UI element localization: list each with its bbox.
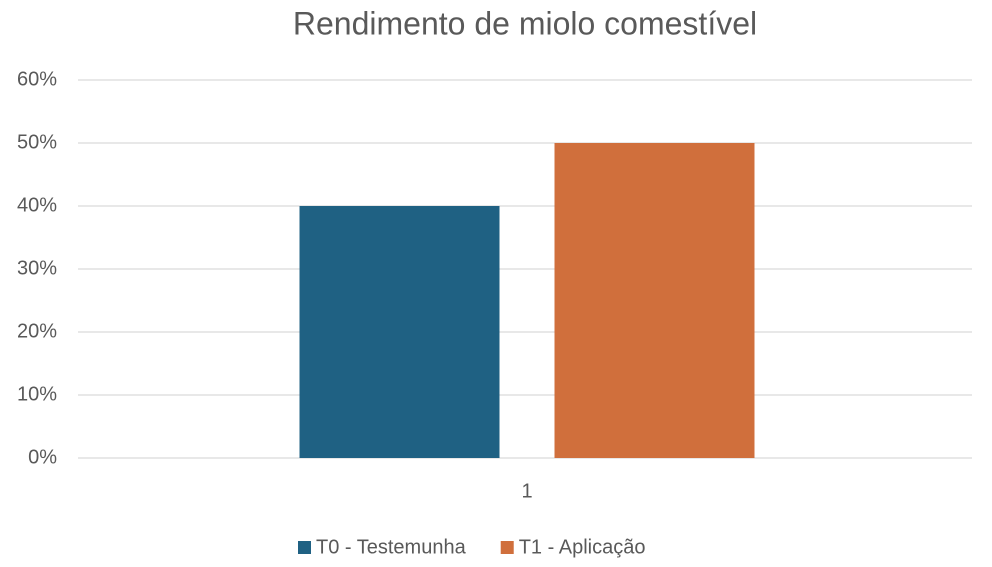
legend-label: T0 - Testemunha (316, 536, 467, 558)
x-tick-label: 1 (521, 480, 532, 502)
legend-label: T1 - Aplicação (519, 536, 646, 558)
legend-swatch (298, 541, 311, 554)
y-tick-label: 50% (17, 131, 57, 153)
y-tick-label: 30% (17, 257, 57, 279)
bar (554, 143, 755, 458)
y-tick-label: 0% (28, 446, 57, 468)
y-tick-label: 10% (17, 383, 57, 405)
y-tick-label: 40% (17, 194, 57, 216)
legend-swatch (500, 541, 514, 554)
bar (299, 206, 500, 458)
y-tick-label: 20% (17, 320, 57, 342)
y-tick-label: 60% (17, 68, 57, 90)
chart-title: Rendimento de miolo comestível (293, 5, 757, 41)
